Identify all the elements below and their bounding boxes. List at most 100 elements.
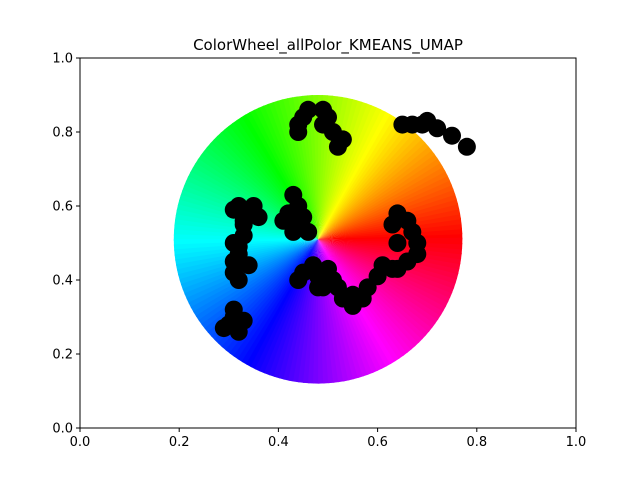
wheel-wedge: [173, 134, 319, 240]
chart-title: ColorWheel_allPolor_KMEANS_UMAP: [193, 36, 463, 55]
y-tick-label: 0.2: [52, 348, 73, 363]
wheel-wedge: [173, 200, 319, 240]
scatter-point: [224, 300, 243, 319]
y-axis: 0.0 0.2 0.4 0.6 0.8 1.0: [52, 52, 80, 437]
wheel-wedge: [318, 239, 446, 384]
wheel-wedge: [318, 239, 425, 384]
y-tick-label: 1.0: [52, 52, 73, 67]
point-cluster: [289, 100, 318, 141]
scatter-point: [274, 211, 293, 230]
scatter-point: [229, 271, 248, 289]
wheel-wedge: [196, 95, 319, 240]
wheel-wedge: [318, 239, 463, 345]
wheel-wedge: [318, 239, 459, 370]
x-tick-label: 0.2: [169, 435, 190, 450]
wheel-wedge: [173, 239, 319, 341]
wheel-wedge: [178, 239, 319, 372]
point-cluster: [393, 111, 476, 156]
scatter-point: [299, 100, 318, 119]
scatter-point: [244, 197, 263, 215]
scatter-point: [388, 234, 407, 252]
wheel-wedge: [318, 239, 463, 316]
point-cluster: [224, 215, 258, 289]
wheel-wedge: [318, 127, 463, 240]
scatter-point: [224, 200, 243, 219]
x-tick-label: 1.0: [566, 435, 587, 450]
wheel-wedge: [318, 239, 463, 334]
point-cluster: [214, 300, 253, 341]
wheel-wedge: [318, 143, 463, 240]
wheel-wedge: [173, 213, 319, 240]
scatter-point: [443, 126, 461, 145]
x-axis: 0.0 0.2 0.4 0.6 0.8 1.0: [70, 428, 587, 450]
wheel-wedge: [318, 95, 389, 240]
y-tick-label: 0.0: [52, 422, 73, 437]
point-cluster: [314, 100, 352, 156]
wheel-wedge: [318, 95, 395, 240]
wheel-wedge: [316, 95, 325, 240]
scatter-point: [418, 111, 437, 130]
wheel-wedge: [187, 239, 319, 381]
scatter-point: [214, 319, 233, 338]
wheel-wedge: [318, 138, 463, 240]
point-cluster: [274, 185, 318, 241]
scatter-point: [457, 137, 476, 156]
scatter-point: [328, 137, 347, 156]
scatter-points: [214, 100, 476, 341]
y-tick-label: 0.4: [52, 274, 73, 289]
wheel-wedge: [173, 206, 319, 240]
wheel-wedge: [173, 219, 319, 240]
wheel-wedge: [318, 95, 377, 240]
wheel-wedge: [173, 129, 319, 240]
wheel-wedge: [318, 132, 463, 240]
wheel-wedge: [318, 239, 463, 350]
wheel-wedge: [173, 239, 319, 352]
wheel-wedge: [279, 239, 319, 384]
scatter-point: [383, 215, 402, 234]
wheel-wedge: [318, 98, 449, 240]
wheel-wedge: [318, 239, 463, 304]
wheel-wedge: [318, 239, 463, 365]
wheel-wedge: [173, 239, 319, 362]
wheel-wedge: [318, 239, 420, 384]
scatter-point: [383, 259, 402, 278]
wheel-wedge: [318, 239, 430, 384]
wheel-wedge: [186, 99, 319, 240]
wheel-wedge: [183, 239, 319, 376]
wheel-wedge: [318, 95, 383, 240]
wheel-wedge: [318, 122, 463, 240]
wheel-wedge: [318, 239, 463, 310]
x-tick-label: 0.4: [268, 435, 289, 450]
wheel-wedge: [318, 103, 454, 240]
x-tick-label: 0.0: [70, 435, 91, 450]
wheel-wedge: [318, 239, 436, 384]
wheel-wedge: [173, 239, 319, 346]
x-tick-label: 0.8: [466, 435, 487, 450]
wheel-wedge: [318, 239, 463, 360]
wheel-wedge: [318, 107, 458, 240]
scatter-point: [319, 108, 337, 127]
wheel-wedge: [272, 239, 319, 384]
wheel-wedge: [318, 95, 418, 240]
wheel-wedge: [173, 193, 319, 240]
y-tick-label: 0.6: [52, 200, 73, 215]
wheel-wedge: [174, 239, 319, 367]
x-tick-label: 0.6: [367, 435, 388, 450]
wheel-wedge: [318, 112, 462, 240]
wheel-wedge: [173, 226, 319, 240]
wheel-wedge: [318, 95, 332, 240]
wheel-wedge: [318, 95, 412, 240]
wheel-wedge: [318, 239, 441, 384]
wheel-wedge: [318, 117, 463, 240]
axes-frame: [79, 57, 577, 429]
y-tick-label: 0.8: [52, 126, 73, 141]
wheel-wedge: [318, 239, 463, 339]
scatter-point: [403, 115, 422, 134]
wheel-wedge: [318, 239, 463, 322]
scatter-point: [299, 222, 318, 241]
wheel-wedge: [318, 239, 463, 328]
wheel-wedge: [318, 239, 463, 355]
point-cluster: [328, 256, 402, 315]
scatter-point: [224, 234, 243, 252]
